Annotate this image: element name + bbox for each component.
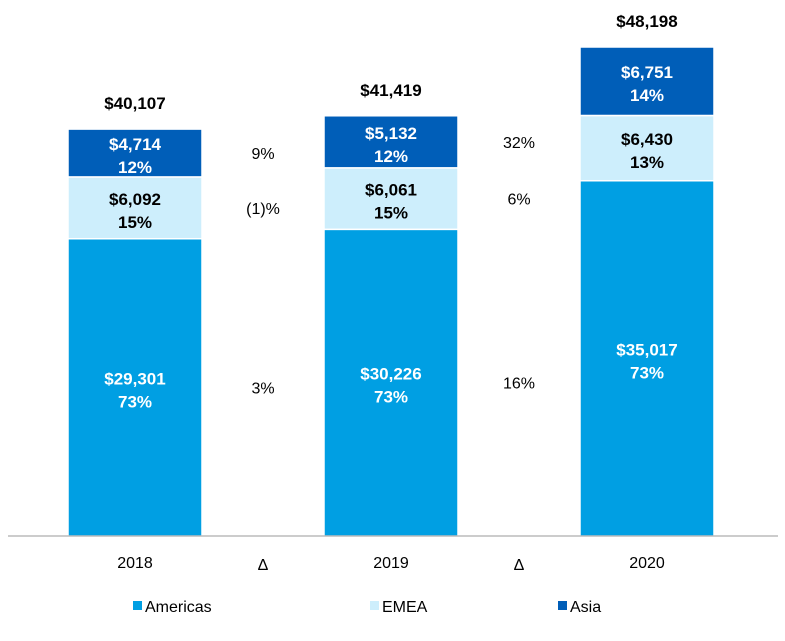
bar-emea-2018 (67, 176, 203, 240)
pct-label-emea-2020: 13% (630, 153, 664, 172)
x-tick-2020: 2020 (629, 555, 665, 572)
legend-swatch-asia (558, 601, 567, 610)
labels-layer: $29,301 73% $6,092 15% $4,714 12% $40,107 $30,2… (104, 12, 677, 411)
bar-asia-2018 (67, 128, 203, 178)
legend-swatch-americas (133, 601, 142, 610)
delta-americas-2018-2019: 3% (251, 380, 274, 397)
pct-label-americas-2018: 73% (118, 392, 152, 411)
legend-label-asia: Asia (570, 599, 601, 616)
pct-label-emea-2018: 15% (118, 213, 152, 232)
bars-layer (67, 46, 715, 537)
pct-label-asia-2020: 14% (630, 86, 664, 105)
delta-emea-2018-2019: (1)% (246, 201, 280, 218)
pct-label-americas-2020: 73% (630, 363, 664, 382)
bar-asia-2020 (579, 46, 715, 117)
total-label-2020: $48,198 (616, 12, 677, 31)
value-label-asia-2019: $5,132 (365, 124, 417, 143)
pct-label-emea-2019: 15% (374, 204, 408, 223)
delta-axis-label-2: Δ (514, 557, 525, 574)
legend: Americas EMEA Asia (133, 599, 601, 616)
bar-americas-2019 (323, 228, 459, 537)
total-label-2019: $41,419 (360, 81, 421, 100)
value-label-americas-2018: $29,301 (104, 369, 165, 388)
x-tick-2019: 2019 (373, 555, 409, 572)
bar-americas-2018 (67, 237, 203, 537)
value-label-emea-2019: $6,061 (365, 181, 417, 200)
x-tick-2018: 2018 (117, 555, 153, 572)
bar-emea-2020 (579, 114, 715, 182)
legend-swatch-emea (370, 601, 379, 610)
value-label-americas-2020: $35,017 (616, 340, 677, 359)
pct-label-asia-2018: 12% (118, 158, 152, 177)
delta-asia-2019-2020: 32% (503, 135, 535, 152)
value-label-americas-2019: $30,226 (360, 365, 421, 384)
delta-asia-2018-2019: 9% (251, 146, 274, 163)
bar-asia-2019 (323, 115, 459, 169)
total-label-2018: $40,107 (104, 94, 165, 113)
pct-label-asia-2019: 12% (374, 147, 408, 166)
delta-emea-2019-2020: 6% (507, 192, 530, 209)
value-label-asia-2018: $4,714 (109, 135, 162, 154)
bar-emea-2019 (323, 167, 459, 231)
delta-axis-label-1: Δ (258, 557, 269, 574)
value-label-emea-2018: $6,092 (109, 190, 161, 209)
legend-label-americas: Americas (145, 599, 212, 616)
value-label-asia-2020: $6,751 (621, 63, 673, 82)
delta-americas-2019-2020: 16% (503, 376, 535, 393)
pct-label-americas-2019: 73% (374, 388, 408, 407)
value-label-emea-2020: $6,430 (621, 130, 673, 149)
legend-label-emea: EMEA (382, 599, 428, 616)
deltas-layer: 3% (1)% 9% 16% 6% 32% (246, 135, 535, 398)
x-tick-labels: 2018 2019 2020 Δ Δ (117, 555, 665, 574)
